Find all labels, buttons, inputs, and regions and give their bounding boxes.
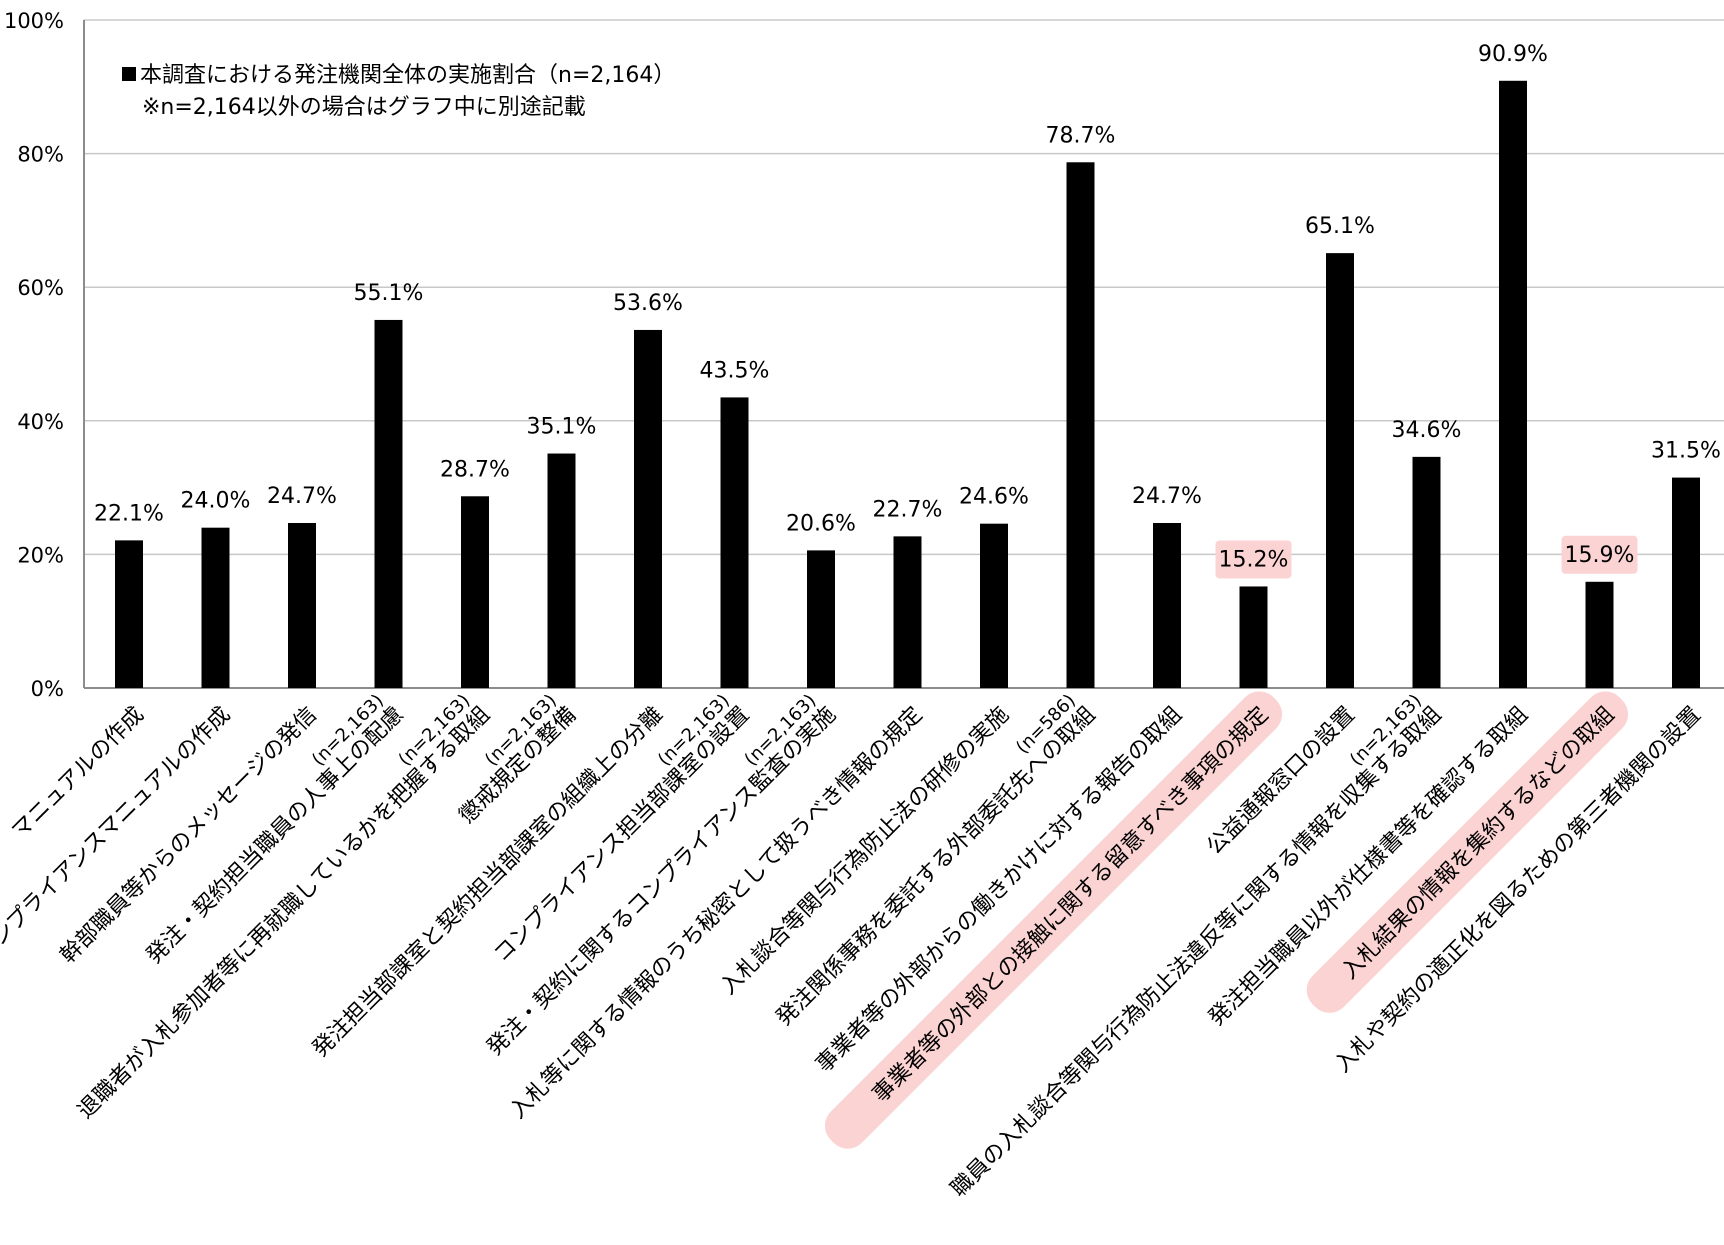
data-label: 22.1% — [94, 501, 164, 526]
category-label-highlight — [1306, 691, 1629, 1013]
data-label: 15.2% — [1219, 547, 1289, 572]
data-label: 78.7% — [1046, 123, 1116, 148]
bar — [201, 527, 230, 688]
data-label: 28.7% — [440, 457, 510, 482]
legend-entry: 本調査における発注機関全体の実施割合（n=2,164） — [122, 60, 675, 92]
bar — [1412, 456, 1441, 688]
legend-note: ※n=2,164以外の場合はグラフ中に別途記載 — [142, 95, 586, 120]
category-label: 入札等に関する情報のうち秘密として扱うべき情報の規定 — [506, 702, 928, 1124]
y-tick-label: 20% — [17, 543, 64, 567]
bar — [980, 523, 1008, 688]
data-label-highlight — [1561, 535, 1638, 574]
bar — [720, 397, 749, 688]
category-label: 退職者が入札参加者等に再就職しているかを把握する取組 — [73, 702, 495, 1124]
data-label: 55.1% — [354, 281, 424, 306]
bar — [1153, 523, 1181, 688]
category-label-highlight — [824, 691, 1283, 1149]
data-label: 20.6% — [786, 511, 856, 536]
bar — [374, 319, 403, 688]
bar — [1066, 162, 1095, 688]
data-label: 15.9% — [1565, 543, 1635, 568]
data-label: 65.1% — [1305, 214, 1375, 239]
bar — [1499, 80, 1527, 688]
bar — [1239, 586, 1268, 688]
data-label: 24.7% — [267, 484, 337, 509]
y-tick-label: 80% — [17, 143, 64, 167]
category-label: 事業者等の外部との接触に関する留意すべき事項の規定 — [868, 702, 1273, 1107]
legend-series-label: 本調査における発注機関全体の実施割合（n=2,164） — [140, 63, 676, 88]
data-label: 24.7% — [1132, 484, 1202, 509]
data-label: 90.9% — [1478, 42, 1548, 67]
data-label: 31.5% — [1651, 439, 1721, 464]
data-label: 24.0% — [181, 489, 251, 514]
bar — [1585, 581, 1614, 688]
bar — [1326, 253, 1354, 688]
y-tick-label: 40% — [17, 410, 64, 434]
data-label: 24.6% — [959, 485, 1029, 510]
bar — [1672, 477, 1700, 688]
y-tick-label: 0% — [31, 677, 64, 701]
bar — [807, 550, 835, 688]
data-label: 53.6% — [613, 291, 683, 316]
bar — [547, 453, 576, 688]
legend-swatch — [122, 67, 136, 81]
data-label: 43.5% — [700, 358, 770, 383]
bar — [115, 540, 143, 688]
chart-legend: 本調査における発注機関全体の実施割合（n=2,164） ※n=2,164以外の場… — [122, 60, 675, 124]
bar — [893, 536, 922, 688]
category-label: 発注関係事務を委託する外部委託先への取組 — [772, 702, 1101, 1031]
data-label: 22.7% — [873, 497, 943, 522]
bar — [461, 496, 489, 688]
data-label: 35.1% — [527, 415, 597, 440]
y-tick-label: 100% — [4, 9, 64, 33]
data-label-highlight — [1215, 540, 1292, 579]
bar — [288, 523, 316, 688]
y-tick-label: 60% — [17, 276, 64, 300]
bar — [634, 329, 662, 688]
data-label: 34.6% — [1392, 418, 1462, 443]
